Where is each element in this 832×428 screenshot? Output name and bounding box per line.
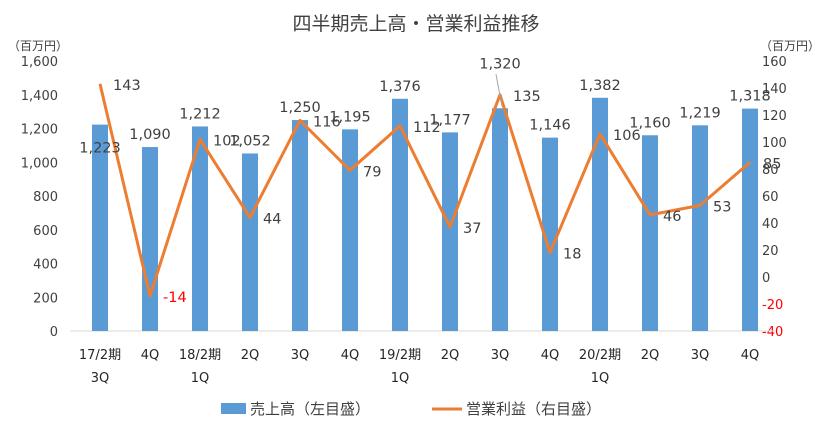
right-tick-label: 160 — [762, 55, 787, 70]
left-tick-label: 1,000 — [21, 156, 58, 171]
sales-bar — [692, 125, 708, 331]
line-data-label: 85 — [763, 156, 781, 172]
x-category-label: 4Q — [341, 348, 360, 363]
bar-label-leader-line — [495, 74, 503, 107]
right-tick-label: 100 — [762, 136, 787, 151]
line-series — [98, 83, 751, 298]
bar-series — [92, 97, 758, 332]
bar-data-label: 1,177 — [429, 112, 471, 128]
line-data-label: 116 — [313, 114, 341, 130]
x-category-label: 4Q — [541, 348, 560, 363]
line-data-label: 37 — [463, 221, 481, 237]
right-axis-ticks: -40 -20 0 20 40 60 80 100 120 140 160 — [762, 55, 787, 340]
x-category-label: 3Q — [491, 348, 510, 363]
left-tick-label: 400 — [33, 258, 58, 273]
legend-line-label: 営業利益（右目盛） — [466, 400, 601, 418]
left-tick-label: 200 — [33, 291, 58, 306]
x-category-label: 2Q — [241, 348, 260, 363]
bar-data-label: 1,195 — [329, 109, 371, 125]
line-data-label: -14 — [163, 290, 187, 306]
line-data-label: 44 — [263, 212, 281, 228]
bar-data-label: 1,382 — [579, 78, 621, 94]
left-tick-label: 800 — [33, 190, 58, 205]
sales-bar — [592, 97, 608, 331]
right-tick-label: 140 — [762, 82, 787, 97]
line-data-label: 143 — [113, 78, 141, 94]
x-category-label: 18/2期 — [179, 348, 221, 363]
sales-bar — [292, 120, 308, 331]
right-tick-label: 80 — [762, 163, 779, 178]
x-category-label: 3Q — [291, 348, 310, 363]
sales-bar — [392, 98, 408, 331]
x-category-label: 17/2期 — [79, 348, 121, 363]
x-category-label: 19/2期 — [379, 348, 421, 363]
right-tick-label: -20 — [762, 298, 783, 313]
line-data-label: 79 — [363, 164, 381, 180]
left-tick-label: 1,600 — [21, 55, 58, 70]
bar-data-label: 1,320 — [479, 56, 521, 72]
right-tick-label: 120 — [762, 109, 787, 124]
sales-bar — [92, 124, 108, 332]
bar-data-label: 1,223 — [79, 141, 121, 157]
left-tick-label: 600 — [33, 224, 58, 239]
bar-data-label: 1,376 — [379, 79, 421, 95]
left-tick-label: 1,400 — [21, 89, 58, 104]
legend: 売上高（左目盛） 営業利益（右目盛） — [221, 400, 601, 418]
left-tick-label: 0 — [50, 325, 58, 340]
x-category-label: 1Q — [191, 371, 210, 386]
sales-bar — [342, 129, 358, 331]
bar-data-label: 1,052 — [229, 133, 271, 149]
x-category-label: 20/2期 — [579, 348, 621, 363]
sales-bar — [192, 126, 208, 331]
sales-bar — [492, 108, 508, 331]
right-tick-label: 20 — [762, 244, 779, 259]
line-data-label: 46 — [663, 209, 681, 225]
x-category-label: 1Q — [591, 371, 610, 386]
x-category-label: 2Q — [641, 348, 660, 363]
right-tick-label: -40 — [762, 325, 783, 340]
left-axis-unit: （百万円） — [8, 39, 68, 53]
line-data-label: 106 — [613, 128, 641, 144]
line-data-label: 112 — [413, 120, 441, 136]
bar-data-label: 1,250 — [279, 100, 321, 116]
chart-title: 四半期売上高・営業利益推移 — [292, 13, 539, 35]
x-category-label: 1Q — [391, 371, 410, 386]
x-category-label: 3Q — [691, 348, 710, 363]
sales-bar — [642, 135, 658, 331]
sales-bar — [242, 153, 258, 331]
right-tick-label: 60 — [762, 190, 779, 205]
left-axis-ticks: 0 200 400 600 800 1,000 1,200 1,400 1,600 — [21, 55, 58, 340]
line-data-label: 18 — [563, 247, 581, 263]
right-tick-label: 40 — [762, 217, 779, 232]
legend-bar-swatch — [221, 403, 246, 414]
operating-profit-line — [98, 83, 751, 298]
line-data-label: 53 — [713, 199, 731, 215]
bar-data-label: 1,146 — [529, 118, 571, 134]
x-category-label: 4Q — [141, 348, 160, 363]
line-data-label: 135 — [513, 89, 541, 105]
sales-bar — [442, 132, 458, 331]
sales-bar — [142, 147, 158, 331]
x-category-label: 2Q — [441, 348, 460, 363]
x-axis-categories: 17/2期 3Q 4Q 18/2期 1Q 2Q 3Q 4Q 19/2期 1Q 2Q 3Q 4Q 20/2期… — [79, 348, 759, 386]
left-tick-label: 1,200 — [21, 123, 58, 138]
bar-data-label: 1,160 — [629, 115, 671, 131]
bar-data-labels: 1,223 1,090 1,212 1,052 1,250 1,195 1,376 1,177… — [79, 56, 771, 156]
right-tick-label: 0 — [762, 271, 770, 286]
sales-bar — [742, 108, 758, 332]
legend-bar-label: 売上高（左目盛） — [250, 400, 370, 418]
right-axis-unit: （百万円） — [760, 39, 820, 53]
bar-data-label: 1,212 — [179, 106, 221, 122]
x-category-label: 4Q — [741, 348, 760, 363]
bar-data-label: 1,219 — [679, 105, 721, 121]
bar-data-label: 1,318 — [729, 89, 771, 105]
bar-data-label: 1,090 — [129, 127, 171, 143]
sales-bar — [542, 137, 558, 331]
line-data-label: 102 — [213, 133, 241, 149]
line-data-labels: 143 -14 102 44 116 79 112 37 135 18 106 46 53 85 — [113, 78, 781, 306]
x-category-label: 3Q — [91, 371, 110, 386]
